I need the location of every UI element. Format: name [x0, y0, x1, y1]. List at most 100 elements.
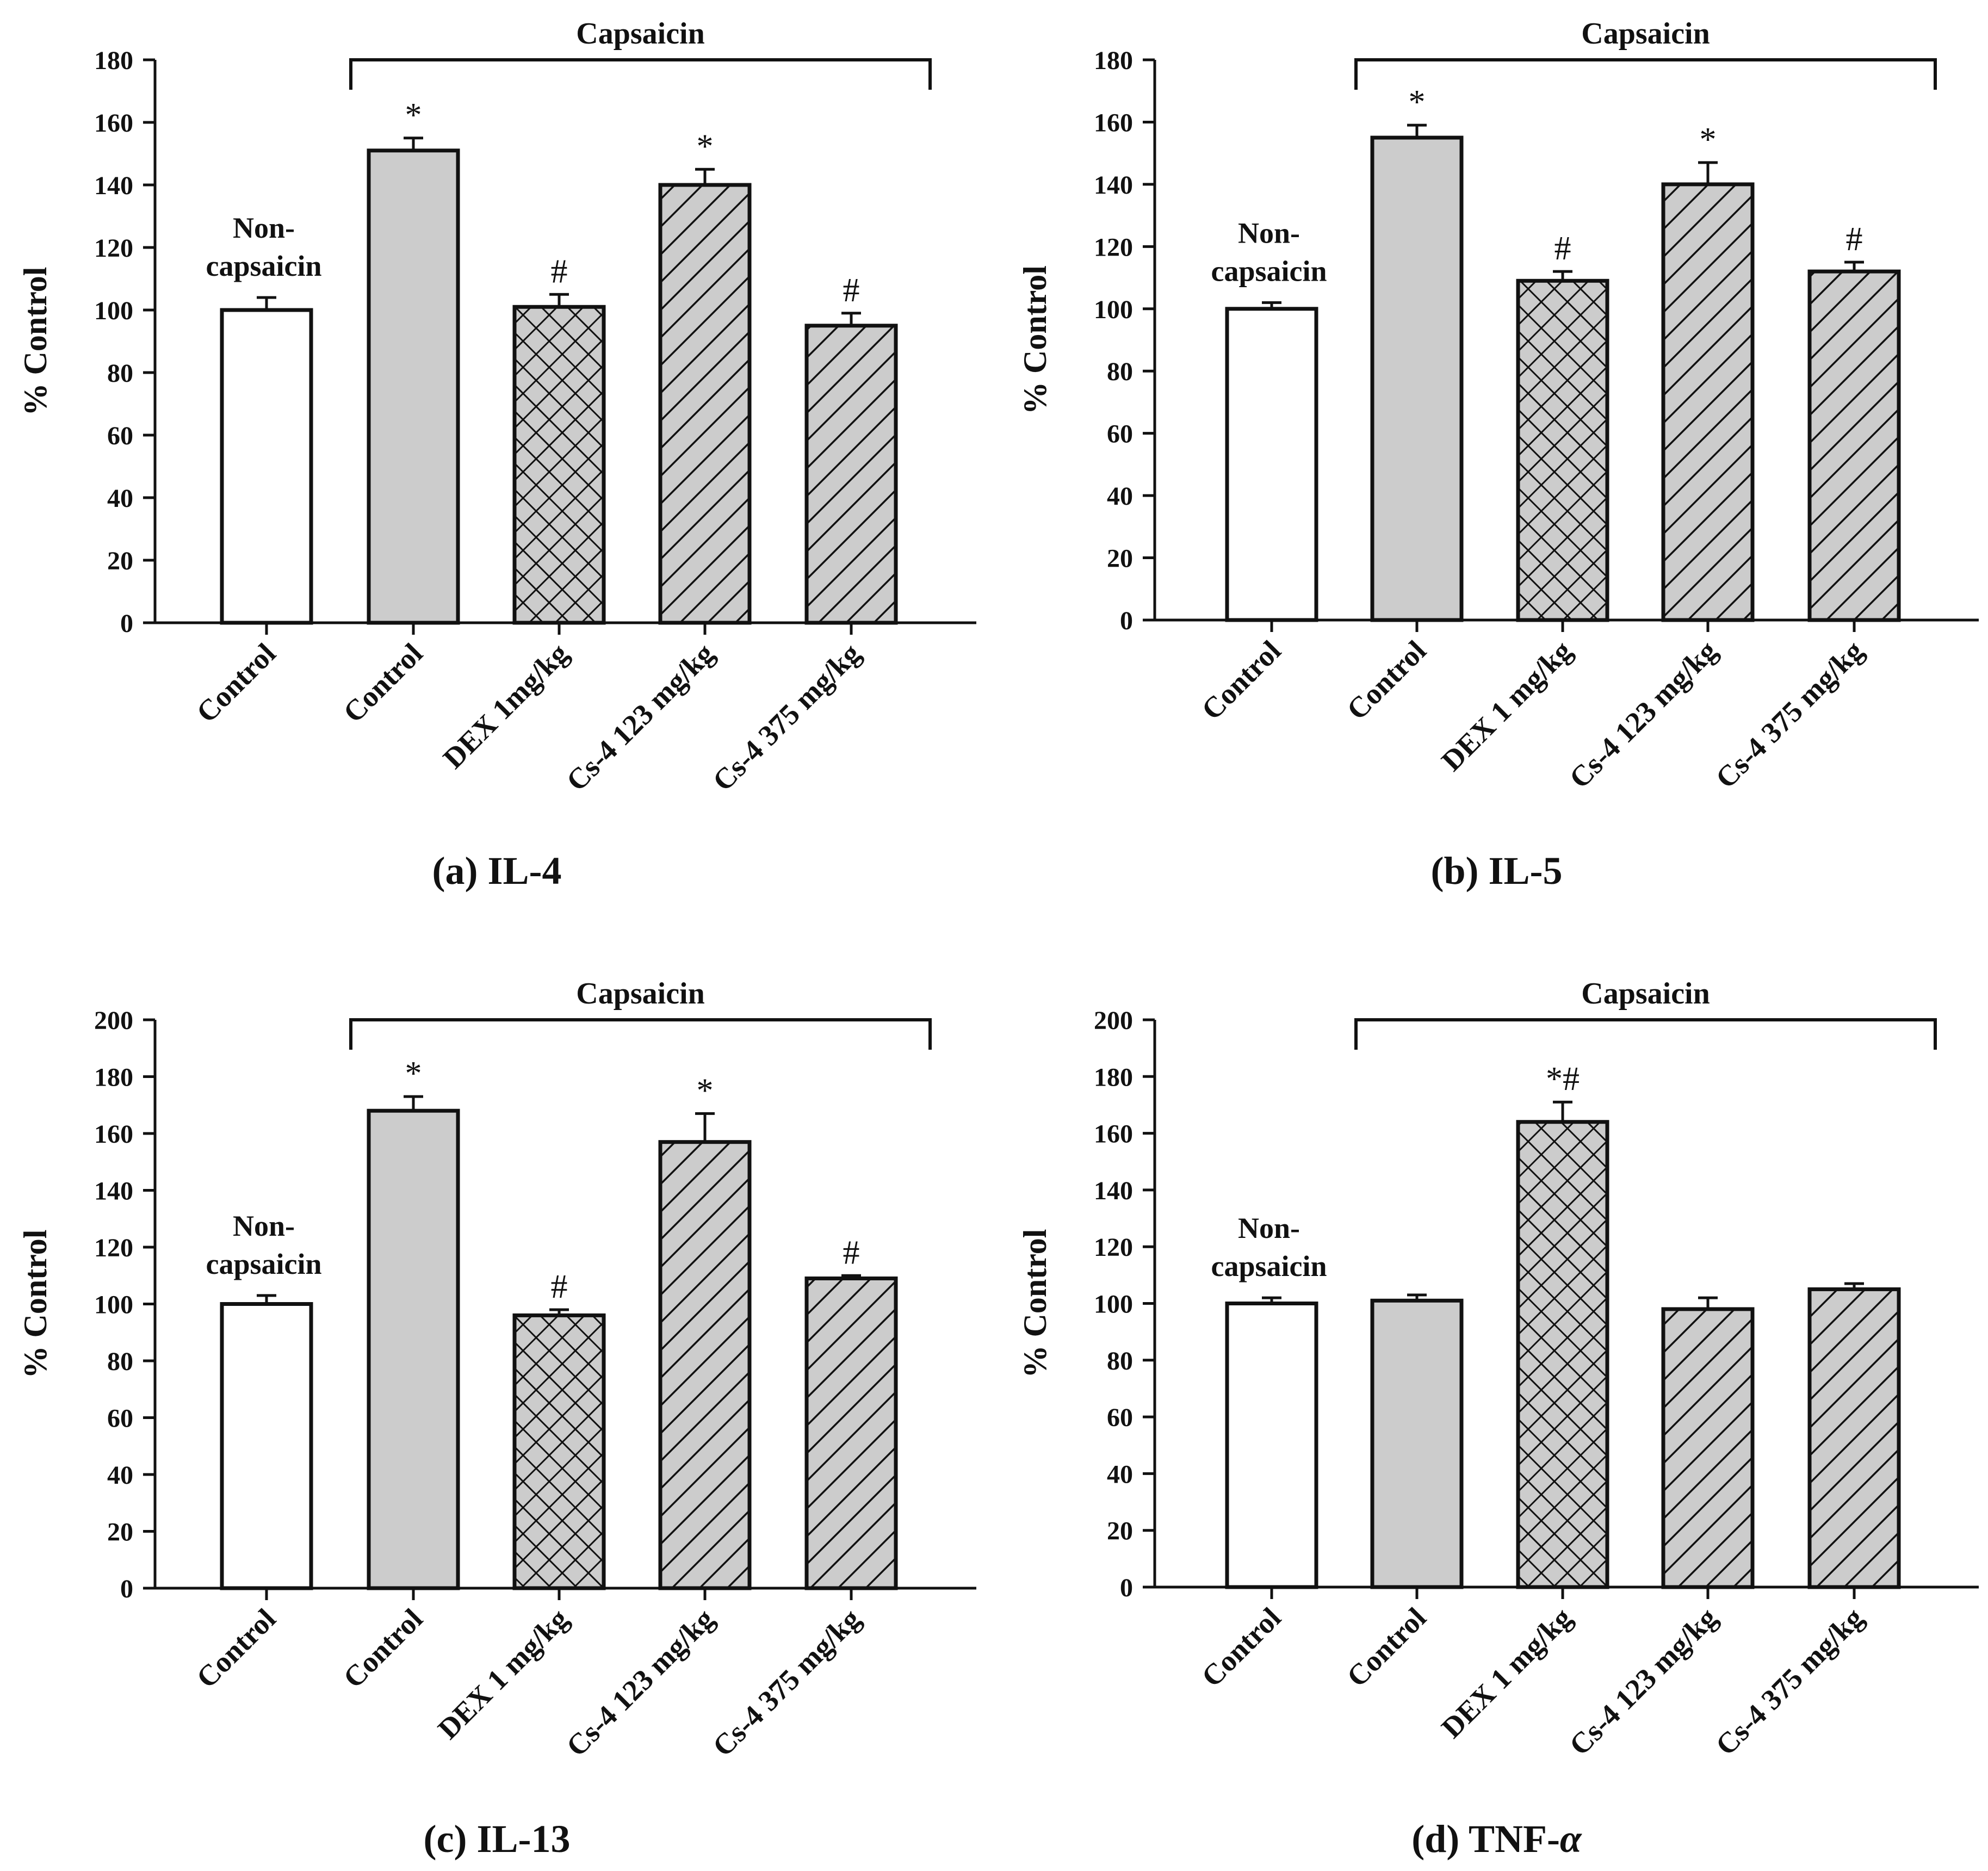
non-capsaicin-label-line1: Non- [1238, 216, 1300, 249]
y-tick-label: 160 [1094, 108, 1133, 137]
non-capsaicin-label-line2: capsaicin [1211, 255, 1327, 287]
y-tick-label: 60 [107, 422, 133, 450]
y-tick-label: 180 [1094, 46, 1133, 75]
y-tick-label: 80 [107, 1347, 133, 1376]
category-label: DEX 1 mg/kg [431, 1602, 574, 1745]
bar [367, 1108, 460, 1590]
non-capsaicin-label-line2: capsaicin [1211, 1250, 1327, 1283]
y-tick-label: 60 [107, 1404, 133, 1433]
y-axis-label: % Control [1017, 1229, 1053, 1378]
significance-marker: # [551, 253, 568, 290]
y-tick-label: 40 [1107, 1460, 1133, 1489]
y-tick-label: 180 [1094, 1063, 1133, 1092]
bar [1807, 1287, 1901, 1589]
y-axis-label: % Control [1017, 265, 1053, 414]
y-tick-label: 20 [1107, 1517, 1133, 1546]
y-tick-label: 100 [94, 296, 133, 325]
bar [512, 305, 606, 625]
y-tick-label: 100 [1094, 295, 1133, 324]
non-capsaicin-label-line1: Non- [233, 212, 295, 244]
category-label: Cs-4 123 mg/kg [560, 1602, 721, 1763]
significance-marker: * [697, 128, 714, 165]
capsaicin-bracket [349, 1018, 932, 1050]
capsaicin-label: Capsaicin [576, 977, 705, 1011]
y-tick-label: 0 [1120, 606, 1133, 635]
y-axis-label: % Control [17, 267, 53, 416]
bar [1661, 1307, 1755, 1589]
y-tick-label: 80 [107, 359, 133, 388]
bar [220, 1302, 313, 1590]
significance-marker: * [1409, 84, 1426, 121]
y-tick-label: 140 [94, 171, 133, 200]
y-tick-label: 120 [1094, 233, 1133, 262]
significance-marker: * [405, 1055, 422, 1092]
non-capsaicin-label-line1: Non- [1238, 1212, 1300, 1244]
capsaicin-label: Capsaicin [1581, 977, 1710, 1011]
y-axis-label: % Control [17, 1230, 53, 1379]
y-tick-label: 20 [107, 547, 133, 575]
y-tick-label: 40 [107, 484, 133, 513]
significance-marker: # [843, 1234, 860, 1271]
significance-marker: * [405, 97, 422, 134]
category-label: Control [337, 637, 429, 729]
category-label: Control [1340, 634, 1432, 726]
capsaicin-bracket [1354, 58, 1937, 90]
category-label: Cs-4 375 mg/kg [1710, 634, 1870, 795]
caption-tnfa: (d) TNF-α [1005, 1817, 1988, 1862]
significance-marker: * [697, 1072, 714, 1109]
bar [512, 1313, 606, 1590]
category-label: Cs-4 123 mg/kg [1563, 634, 1724, 795]
bar [1516, 278, 1609, 622]
caption-il4: (a) IL-4 [0, 848, 994, 894]
bar [658, 1140, 752, 1590]
category-label: Control [1340, 1601, 1432, 1693]
y-tick-label: 140 [1094, 171, 1133, 200]
y-tick-label: 200 [94, 1006, 133, 1035]
category-label: Cs-4 123 mg/kg [1563, 1601, 1724, 1762]
y-tick-label: 20 [1107, 544, 1133, 573]
category-label: Control [1195, 634, 1287, 726]
caption-il5: (b) IL-5 [1005, 848, 1988, 894]
chart-il5: 0 20 40 60 80 100 120 140 160 180 % Control Capsaic… [1017, 17, 1979, 795]
chart-tnfa: 0 20 40 60 80 100 120 140 160 180 200 % Control Caps… [1017, 977, 1979, 1762]
significance-marker: # [1555, 230, 1571, 267]
category-label: DEX 1 mg/kg [1435, 1601, 1578, 1744]
y-tick-label: 160 [1094, 1120, 1133, 1149]
caption-letter: (a) [432, 849, 478, 893]
category-label: Control [190, 1602, 282, 1694]
y-tick-label: 140 [94, 1177, 133, 1206]
bar [1225, 1302, 1318, 1589]
caption-letter: (d) [1411, 1817, 1460, 1861]
category-label: Control [337, 1602, 429, 1694]
category-label: Cs-4 375 mg/kg [707, 1602, 867, 1763]
non-capsaicin-label-line1: Non- [233, 1210, 295, 1242]
panel-il5: 0 20 40 60 80 100 120 140 160 180 % Control Capsaic… [1005, 0, 1988, 935]
y-tick-label: 0 [120, 1575, 133, 1603]
bar [1807, 269, 1901, 622]
bar [1661, 182, 1755, 622]
bar [804, 324, 898, 625]
y-tick-label: 100 [1094, 1290, 1133, 1319]
category-label: DEX 1 mg/kg [1435, 634, 1578, 777]
y-tick-label: 40 [107, 1461, 133, 1490]
y-tick-label: 20 [107, 1518, 133, 1547]
non-capsaicin-label-line2: capsaicin [206, 250, 321, 282]
significance-marker: # [1846, 221, 1863, 258]
panel-tnfa: 0 20 40 60 80 100 120 140 160 180 200 % Control Caps… [1005, 957, 1988, 1871]
chart-il4: 0 20 40 60 80 100 120 140 160 180 % Control Capsaic… [17, 17, 976, 797]
bar [1225, 307, 1318, 622]
significance-marker: * [1700, 121, 1717, 158]
y-tick-label: 80 [1107, 357, 1133, 386]
y-tick-label: 160 [94, 109, 133, 138]
y-tick-label: 160 [94, 1120, 133, 1149]
caption-greek: α [1559, 1817, 1582, 1861]
y-tick-label: 180 [94, 46, 133, 75]
bar [658, 183, 752, 625]
y-tick-label: 80 [1107, 1347, 1133, 1376]
bar [804, 1276, 898, 1590]
caption-letter: (c) [423, 1817, 467, 1861]
non-capsaicin-label-line2: capsaicin [206, 1248, 321, 1280]
y-tick-label: 180 [94, 1063, 133, 1092]
y-tick-label: 40 [1107, 482, 1133, 511]
